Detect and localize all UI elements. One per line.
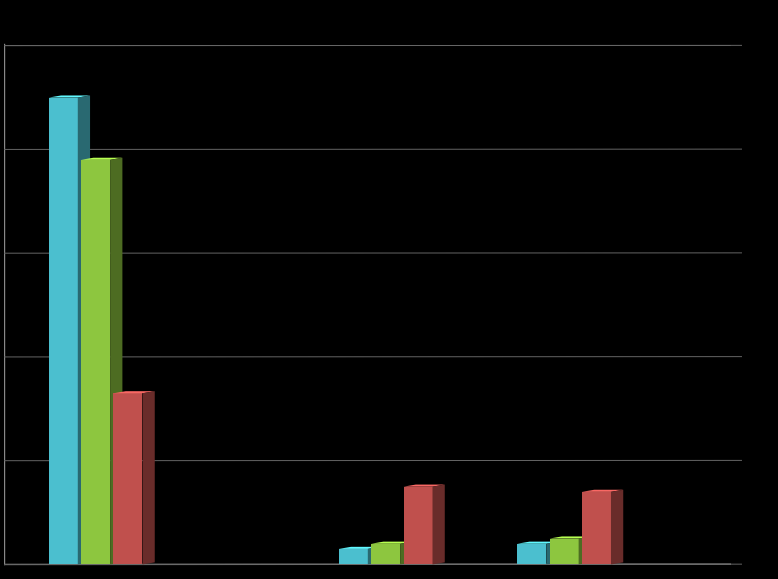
Polygon shape (78, 96, 90, 565)
Polygon shape (517, 544, 546, 565)
Polygon shape (142, 391, 155, 565)
Polygon shape (81, 160, 110, 565)
Polygon shape (579, 536, 591, 565)
Polygon shape (49, 96, 90, 97)
Polygon shape (114, 393, 142, 565)
Polygon shape (110, 157, 122, 565)
Polygon shape (81, 157, 122, 160)
Polygon shape (549, 538, 579, 565)
Polygon shape (549, 536, 591, 538)
Polygon shape (368, 547, 380, 565)
Polygon shape (400, 541, 412, 565)
Polygon shape (338, 547, 380, 549)
Polygon shape (371, 544, 400, 565)
Polygon shape (49, 97, 78, 565)
Polygon shape (546, 541, 559, 565)
Polygon shape (517, 541, 559, 544)
Polygon shape (433, 485, 445, 565)
Polygon shape (404, 485, 445, 486)
Polygon shape (338, 549, 368, 565)
Polygon shape (404, 486, 433, 565)
Polygon shape (114, 391, 155, 393)
Polygon shape (371, 541, 412, 544)
Polygon shape (582, 492, 611, 565)
Polygon shape (611, 490, 623, 565)
Polygon shape (582, 490, 623, 492)
